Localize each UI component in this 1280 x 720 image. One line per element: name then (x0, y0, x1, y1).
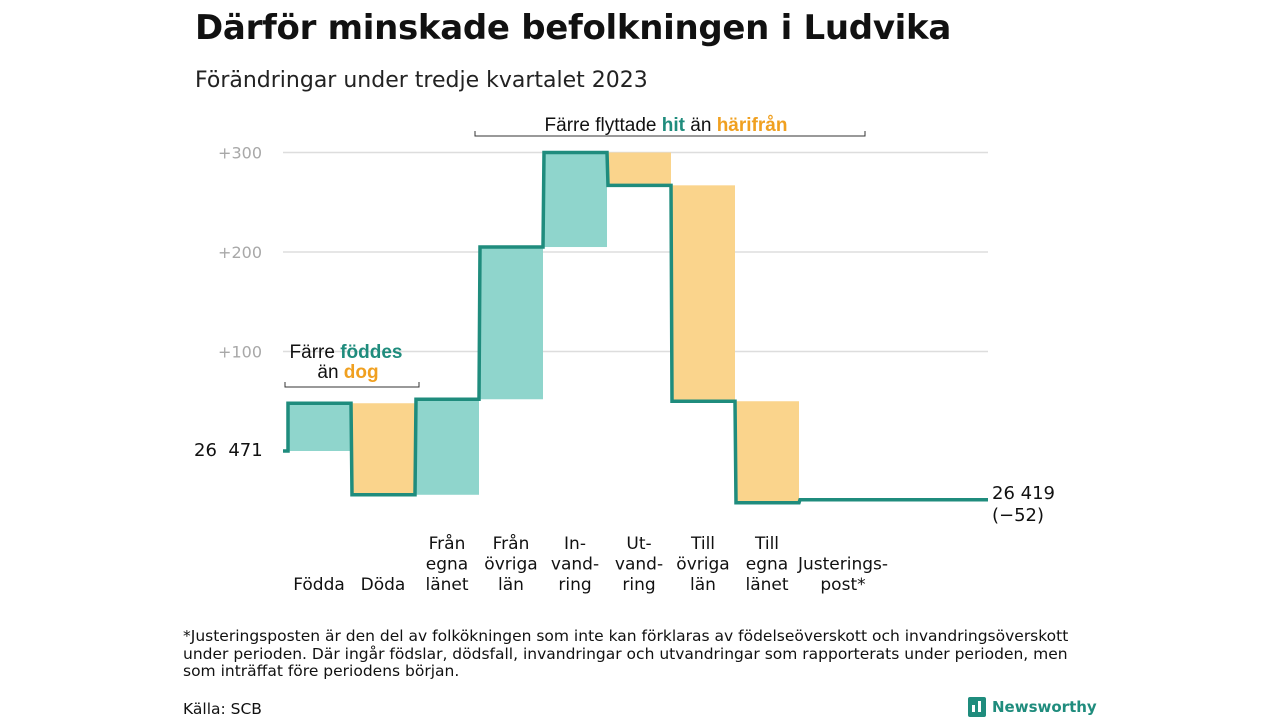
bar (735, 401, 799, 503)
x-category-label-line: ring (622, 575, 655, 595)
births-bracket (284, 382, 420, 388)
y-tick-label: +100 (218, 343, 262, 362)
x-category-label-line: Från (429, 533, 466, 554)
bar (671, 185, 735, 402)
x-category-label-line: övriga (484, 555, 537, 575)
x-category-label: In-vand-ring (551, 534, 599, 595)
bar (543, 152, 607, 248)
x-category-label-line: övriga (676, 555, 729, 575)
births-annotation-line1: Färre föddes (290, 342, 403, 363)
x-category-label-line: In- (564, 534, 586, 554)
bar (607, 152, 671, 186)
migration-annotation: Färre flyttade hit än härifrån (545, 115, 788, 136)
start-value-label: 26 471 (194, 440, 263, 461)
running-total-line (283, 150, 988, 505)
annotation-highlight-inflow: hit (662, 115, 686, 136)
x-category-label-line: Till (690, 534, 715, 554)
x-category-label: Födda (293, 575, 345, 595)
annotation-text: Färre flyttade (545, 115, 662, 136)
annotation-text: än (317, 362, 343, 383)
x-category-label-line: vand- (551, 555, 599, 575)
x-category-label-line: Från (493, 533, 530, 554)
bar (287, 403, 351, 451)
bar-chart-icon (968, 697, 986, 717)
migration-bracket (474, 131, 866, 137)
annotation-highlight-outflow: dog (344, 362, 379, 383)
chart-subtitle: Förändringar under tredje kvartalet 2023 (195, 68, 648, 93)
x-category-label: Från egna länet (425, 533, 468, 595)
y-tick-label: +300 (218, 144, 262, 163)
x-category-label-line: egna (746, 555, 788, 575)
x-category-label-line: Ut- (626, 534, 651, 554)
x-category-label-line: post* (820, 575, 865, 595)
x-category-label-line: Födda (293, 575, 345, 595)
x-category-label-line: Till (754, 534, 779, 554)
x-category-label: Till egna länet (745, 534, 788, 595)
bar (479, 247, 543, 400)
x-category-label-line: län (690, 575, 716, 595)
x-category-label: Justerings-post* (797, 555, 888, 596)
x-category-label: Ut-vand-ring (615, 534, 663, 595)
x-category-label-line: vand- (615, 555, 663, 575)
annotation-highlight-inflow: föddes (340, 342, 402, 363)
brand-name: Newsworthy (992, 698, 1097, 716)
x-category-label: Döda (361, 575, 406, 595)
source-label: Källa: SCB (183, 700, 262, 718)
bar (415, 399, 479, 495)
footnote: *Justeringsposten är den del av folkökni… (183, 627, 1069, 680)
annotation-highlight-outflow: härifrån (717, 115, 788, 136)
annotation-text: Färre (290, 342, 341, 363)
annotation-text: än (685, 115, 717, 136)
x-category-label-line: länet (745, 575, 788, 595)
end-change-label: (−52) (992, 505, 1044, 526)
end-value-label: 26 419 (992, 483, 1055, 504)
x-category-label-line: egna (426, 555, 468, 575)
x-category-label-line: ring (558, 575, 591, 595)
x-category-label: Från övriga län (484, 533, 537, 595)
x-category-label-line: länet (425, 575, 468, 595)
brand-logo[interactable]: Newsworthy (968, 697, 1097, 717)
x-category-label-line: Justerings- (797, 555, 888, 575)
x-category-label-line: län (498, 575, 524, 595)
births-annotation-line2: än dog (317, 362, 378, 383)
bar (351, 403, 415, 495)
x-category-label-line: Döda (361, 575, 406, 595)
y-tick-label: +200 (218, 243, 262, 262)
chart-title: Därför minskade befolkningen i Ludvika (195, 8, 951, 48)
x-category-label: Till övriga län (676, 534, 729, 595)
